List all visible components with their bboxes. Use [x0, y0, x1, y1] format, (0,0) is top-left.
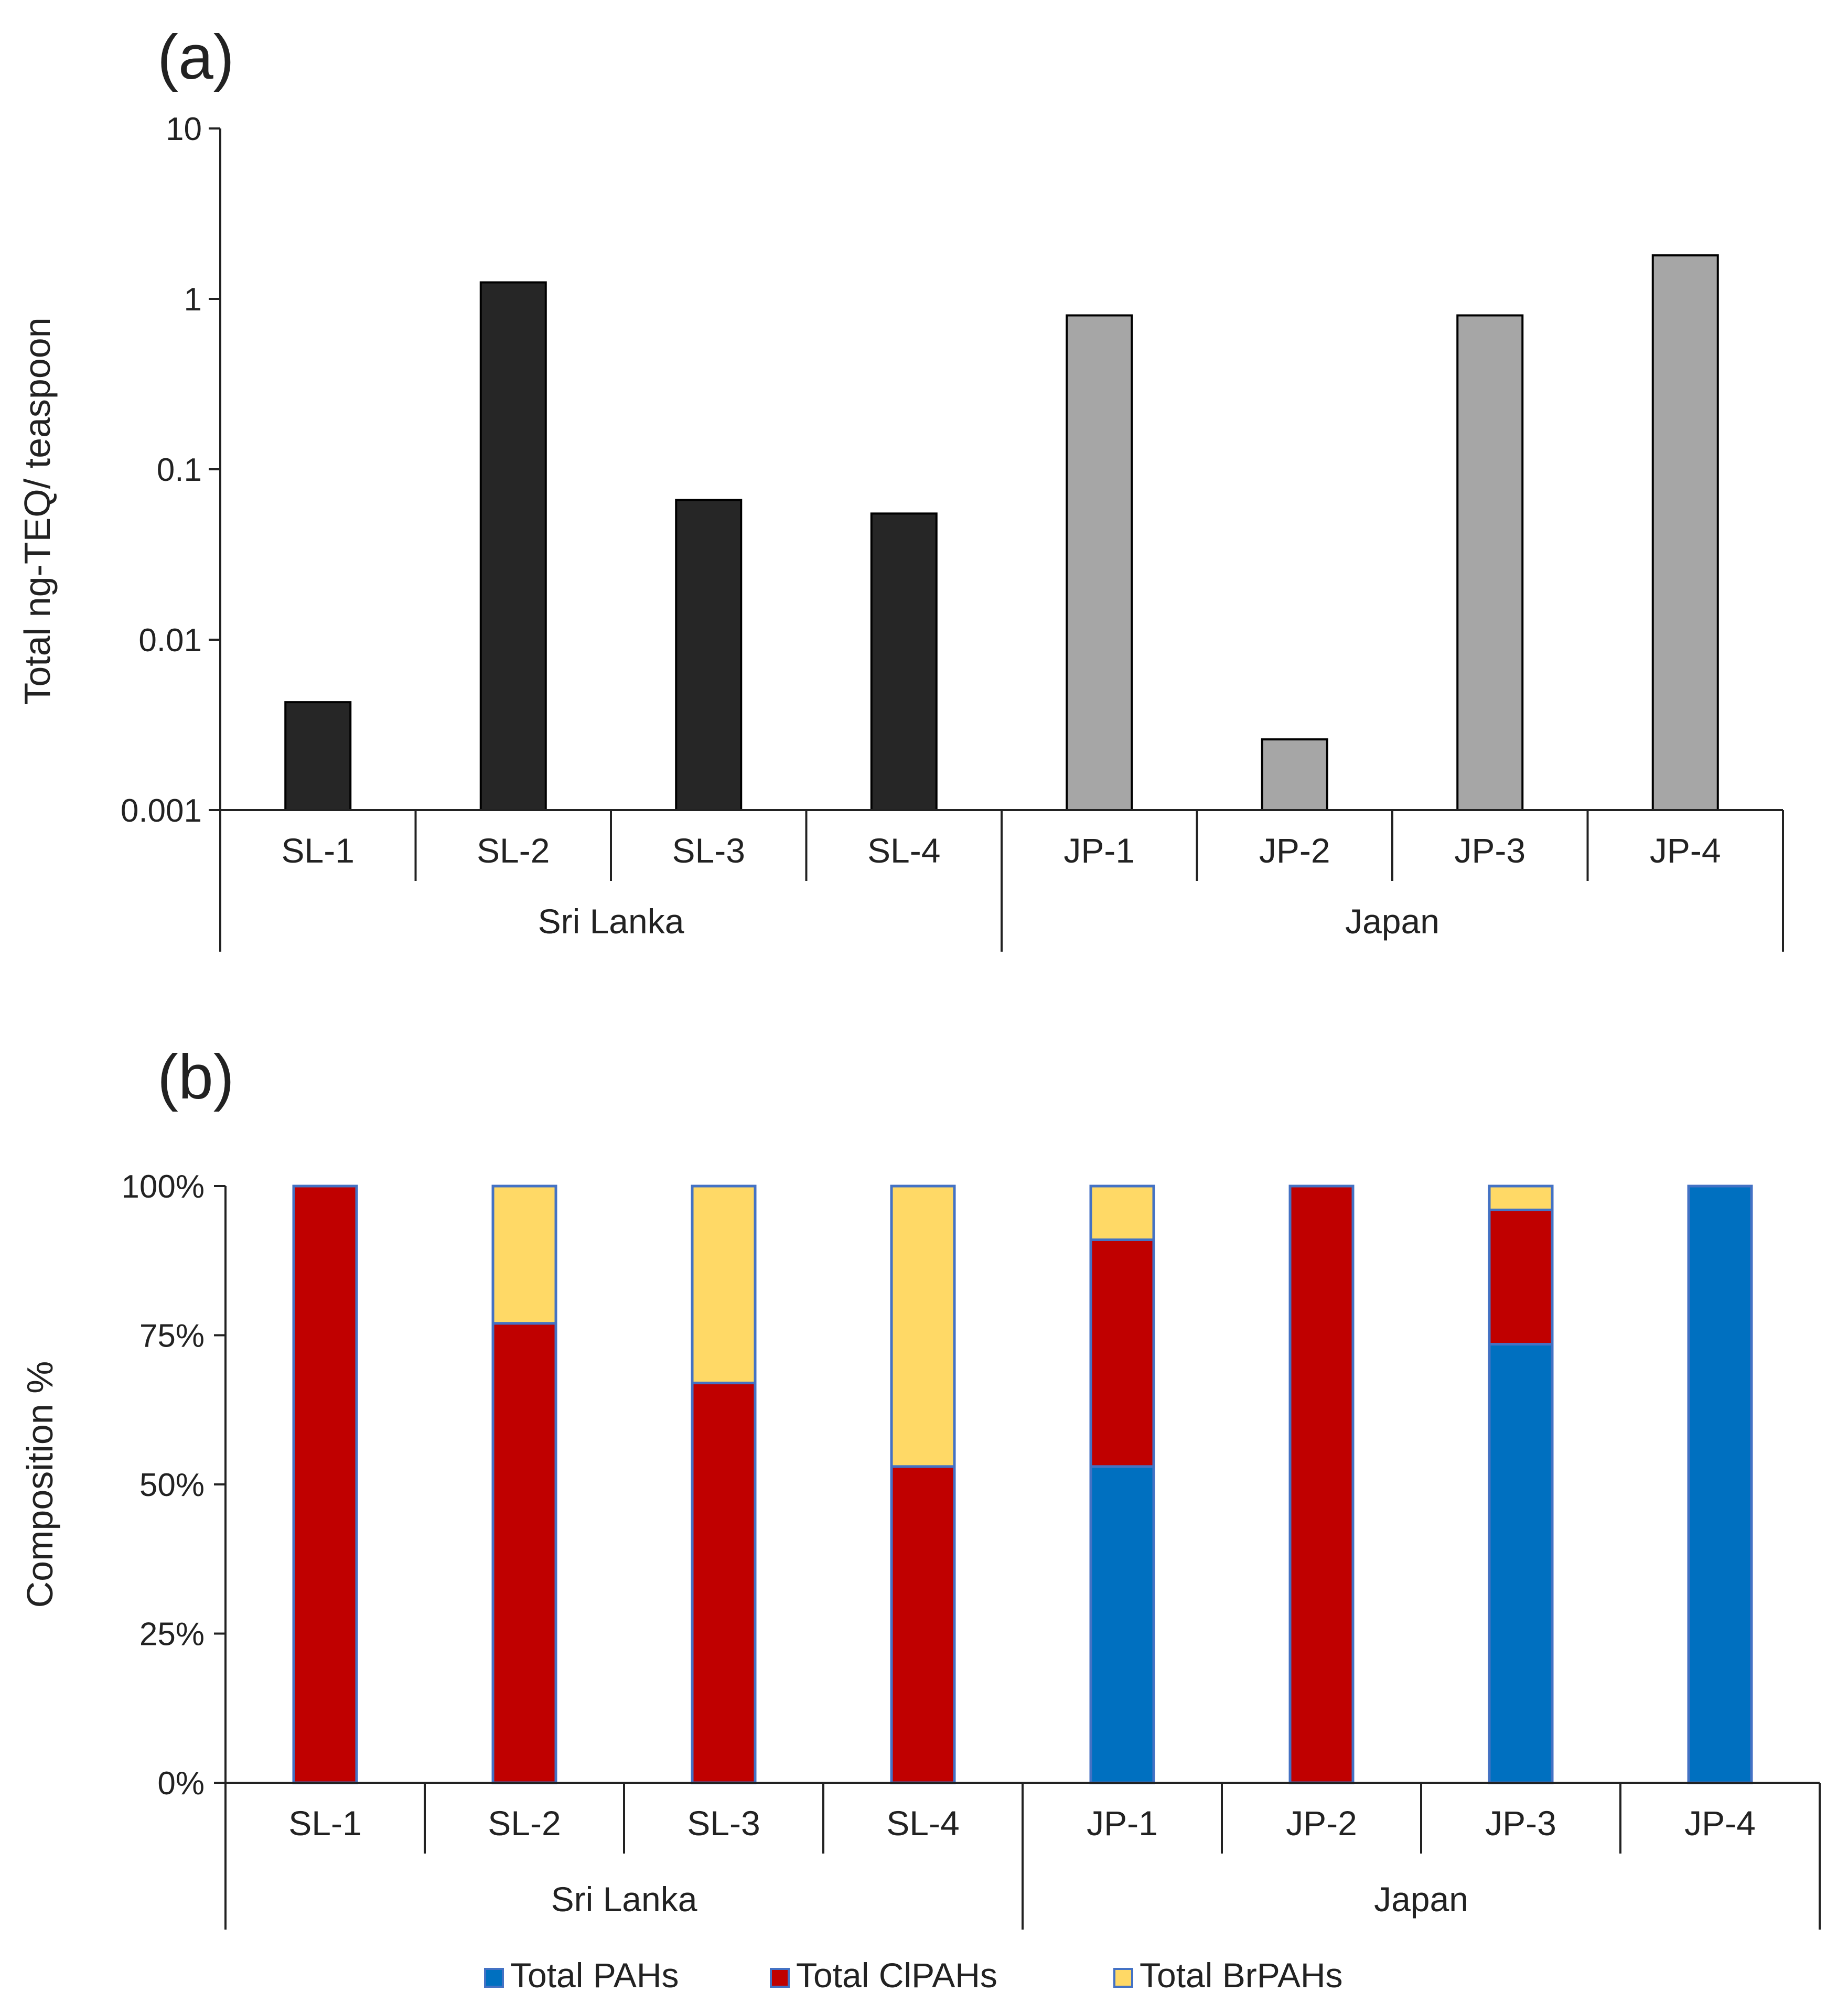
panel-a-bar-jp-2 [1261, 738, 1328, 811]
panel-b-label: (b) [157, 1042, 234, 1112]
legend-item-total-clpahs: Total ClPAHs [770, 1956, 997, 1995]
panel-b-bar-sl-3-total-clpahs [691, 1382, 757, 1784]
panel-b-bar-sl-1-total-clpahs [292, 1184, 358, 1784]
panel-a-y-tick-0-001: 0.001 [121, 793, 202, 829]
panel-b-bar-sl-4-total-clpahs [890, 1465, 956, 1784]
panel-a-chart: (a) Total ng-TEQ/ teaspoon 10 1 0.1 0.01 0.0… [17, 22, 1784, 952]
panel-a-y-ticks: 10 1 0.1 0.01 0.001 [121, 111, 202, 829]
legend-swatch-total-brpahs [1113, 1968, 1133, 1988]
panel-b-y-tick-0: 0% [157, 1765, 205, 1802]
panel-a-category-label-sl-2: SL-2 [477, 831, 550, 870]
panel-b-bar-sl-3-total-brpahs [691, 1184, 757, 1385]
legend-label-total-clpahs: Total ClPAHs [796, 1956, 997, 1995]
panel-b-bar-jp-1-total-brpahs [1089, 1184, 1155, 1241]
panel-a-bar-jp-3 [1456, 314, 1524, 811]
legend-item-total-brpahs: Total BrPAHs [1113, 1956, 1343, 1995]
panel-a-category-labels: SL-1 SL-2 SL-3 SL-4 JP-1 JP-2 JP-3 JP-4 [282, 831, 1721, 870]
panel-a-group-label-japan: Japan [1345, 902, 1439, 941]
panel-a-group-labels: Sri Lanka Japan [538, 902, 1439, 941]
panel-b-y-axis-title: Composition % [19, 1361, 60, 1608]
panel-a-y-axis-title: Total ng-TEQ/ teaspoon [17, 317, 58, 705]
panel-b-y-tick-50: 50% [139, 1467, 205, 1503]
panel-b-bar-jp-3-total-pahs [1488, 1343, 1554, 1784]
panel-a-category-label-sl-3: SL-3 [672, 831, 745, 870]
legend-label-total-pahs: Total PAHs [510, 1956, 679, 1995]
panel-a-bar-sl-3 [675, 499, 743, 811]
panel-b-chart: (b) Composition % 100%75%50%25%0% SL-1 SL… [19, 1042, 1821, 1995]
panel-a-bars [284, 254, 1719, 812]
panel-b-group-label-japan: Japan [1374, 1880, 1468, 1919]
panel-b-y-tick-100: 100% [121, 1169, 205, 1205]
panel-b-category-label-jp-2: JP-2 [1286, 1804, 1357, 1843]
panel-b-category-label-jp-3: JP-3 [1485, 1804, 1556, 1843]
panel-a-bar-sl-2 [479, 281, 547, 811]
panel-b-category-label-jp-1: JP-1 [1087, 1804, 1158, 1843]
panel-a-y-tick-0-1: 0.1 [157, 452, 202, 488]
panel-a-label: (a) [157, 22, 234, 92]
panel-b-category-label-sl-3: SL-3 [687, 1804, 760, 1843]
panel-a-y-tick-10: 10 [166, 111, 202, 147]
panel-b-bar-jp-3-total-clpahs [1488, 1209, 1554, 1346]
panel-b-bar-sl-4-total-brpahs [890, 1184, 956, 1468]
panel-b-category-label-sl-2: SL-2 [488, 1804, 561, 1843]
panel-a-y-tick-0-01: 0.01 [138, 622, 202, 659]
panel-a-group-label-sri-lanka: Sri Lanka [538, 902, 684, 941]
panel-b-y-tick-75: 75% [139, 1318, 205, 1354]
panel-b-bar-jp-3-total-brpahs [1488, 1184, 1554, 1212]
panel-b-legend: Total PAHs Total ClPAHs Total BrPAHs [484, 1956, 1343, 1995]
legend-label-total-brpahs: Total BrPAHs [1140, 1956, 1343, 1995]
panel-b-bar-sl-2-total-brpahs [491, 1184, 557, 1325]
panel-a-category-label-sl-4: SL-4 [867, 831, 940, 870]
panel-b-bar-jp-4-total-pahs [1687, 1184, 1753, 1784]
panel-b-axes [214, 1185, 1821, 1930]
panel-b-bar-jp-1-total-clpahs [1089, 1238, 1155, 1468]
panel-a-bar-sl-1 [284, 701, 352, 812]
legend-item-total-pahs: Total PAHs [484, 1956, 679, 1995]
panel-a-category-label-sl-1: SL-1 [282, 831, 354, 870]
panel-a-category-label-jp-3: JP-3 [1454, 831, 1525, 870]
panel-b-category-labels: SL-1 SL-2 SL-3 SL-4 JP-1 JP-2 JP-3 JP-4 [288, 1804, 1756, 1843]
panel-a-category-label-jp-1: JP-1 [1063, 831, 1135, 870]
panel-b-bar-jp-1-total-pahs [1089, 1465, 1155, 1784]
panel-b-bars [292, 1184, 1753, 1784]
legend-swatch-total-clpahs [770, 1968, 790, 1988]
panel-b-y-tick-25: 25% [139, 1617, 205, 1653]
panel-a-bar-sl-4 [870, 512, 938, 811]
panel-b-group-labels: Sri Lanka Japan [551, 1880, 1468, 1919]
panel-a-bar-jp-1 [1066, 314, 1133, 811]
panel-b-category-label-sl-4: SL-4 [886, 1804, 959, 1843]
panel-b-bar-jp-2-total-clpahs [1288, 1184, 1355, 1784]
panel-b-category-label-sl-1: SL-1 [288, 1804, 361, 1843]
panel-b-bar-sl-2-total-clpahs [491, 1322, 557, 1784]
panel-a-axes [209, 127, 1784, 952]
panel-a-category-label-jp-2: JP-2 [1259, 831, 1330, 870]
panel-a-y-tick-1: 1 [184, 282, 202, 318]
legend-swatch-total-pahs [484, 1968, 504, 1988]
panel-b-group-label-sri-lanka: Sri Lanka [551, 1880, 697, 1919]
panel-a-category-label-jp-4: JP-4 [1650, 831, 1721, 870]
panel-b-category-label-jp-4: JP-4 [1684, 1804, 1756, 1843]
panel-a-bar-jp-4 [1651, 254, 1719, 812]
panel-b-y-ticks: 100% 75% 50% 25% 0% [121, 1169, 205, 1802]
